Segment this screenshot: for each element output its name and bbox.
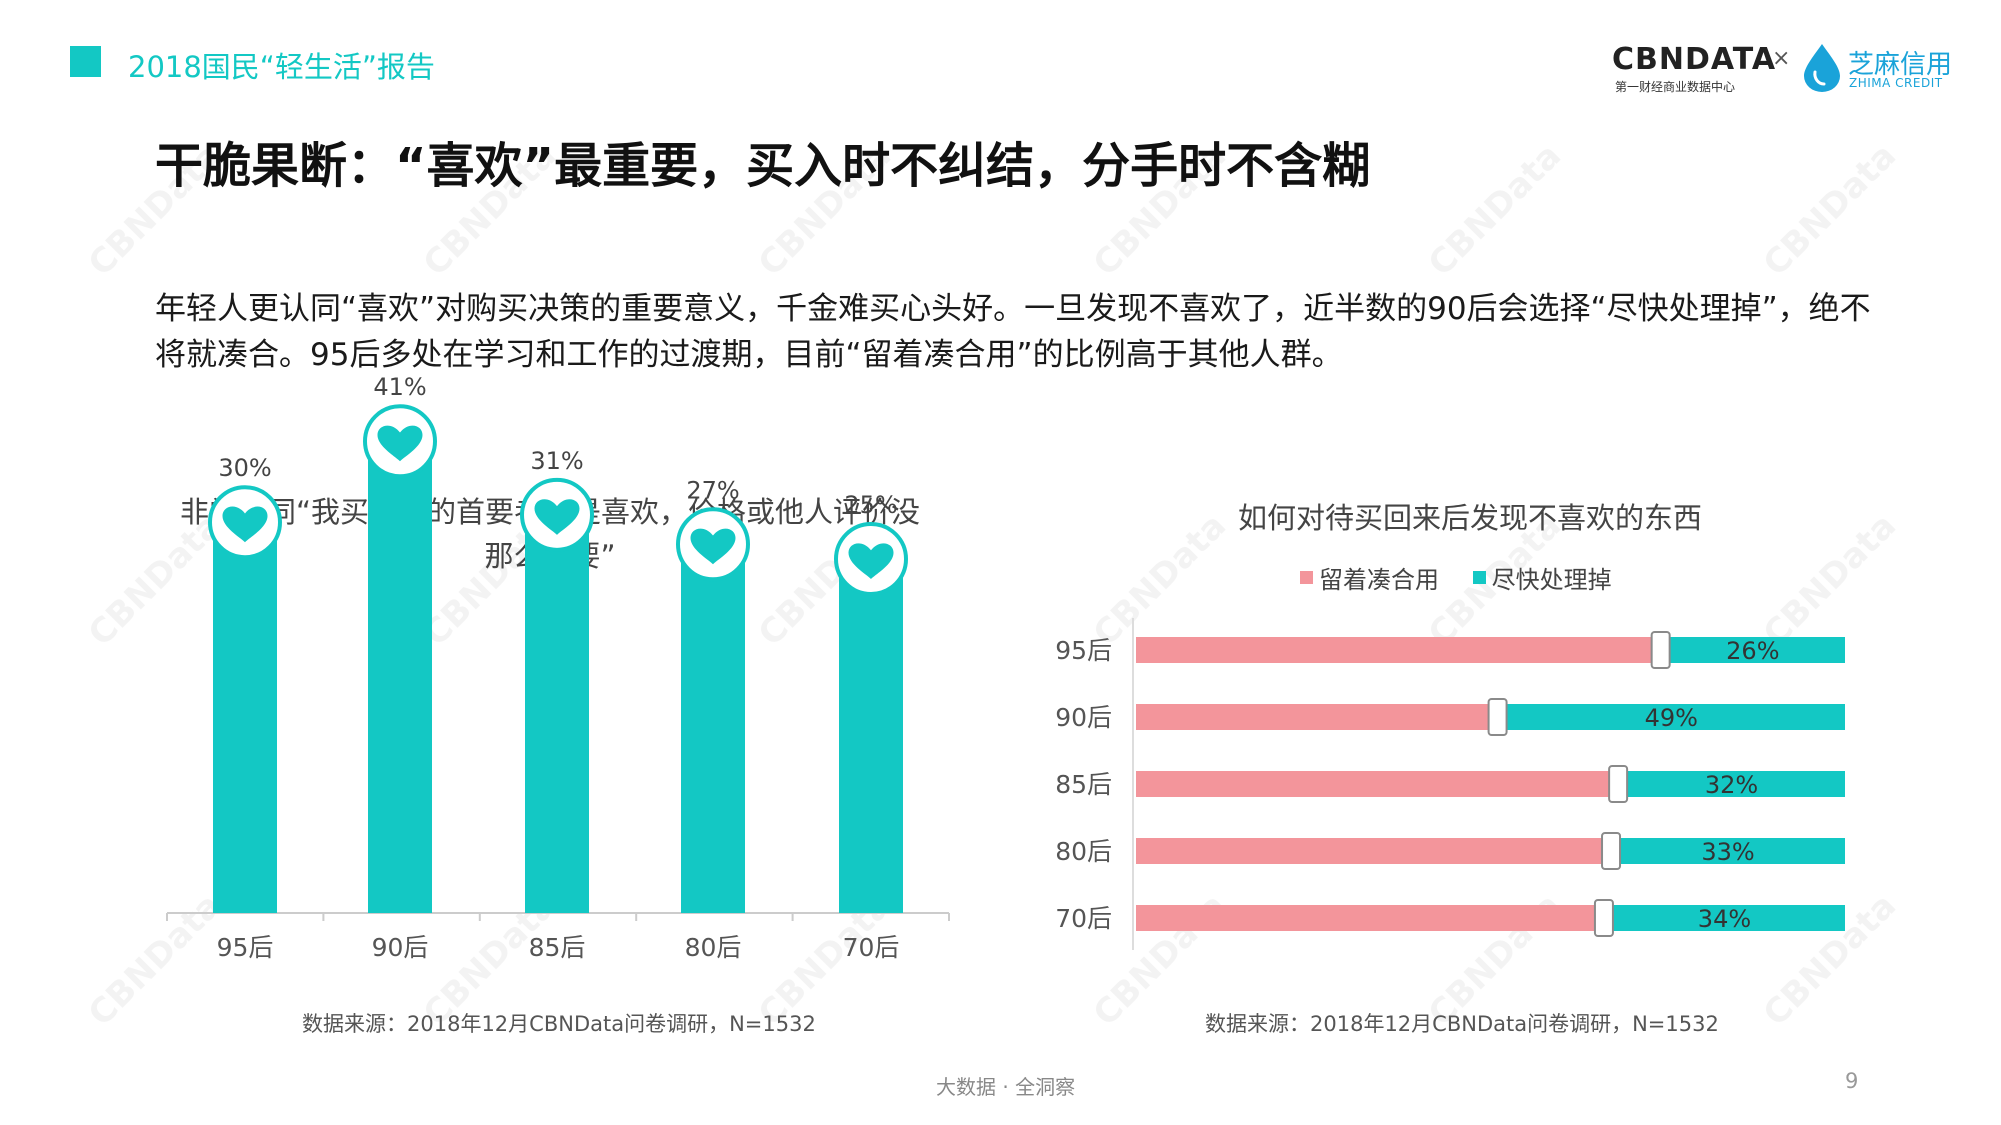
x-tick-label: 85后	[529, 933, 586, 962]
legend-swatch-dispose	[1472, 571, 1486, 584]
heart-icon	[377, 425, 423, 462]
x-tick-label: 95后	[217, 933, 274, 962]
bar-segment-keep	[1136, 838, 1612, 864]
right-chart-title: 如何对待买回来后发现不喜欢的东西	[1237, 501, 1702, 535]
y-tick-label: 70后	[1055, 904, 1112, 933]
bar-value-label: 26%	[1726, 637, 1779, 665]
bar-value-label: 25%	[844, 491, 897, 519]
bar	[213, 522, 277, 913]
bar-segment-dispose	[1611, 838, 1845, 864]
heart-icon	[534, 499, 580, 535]
cbndata-logo: CBNDATA	[1612, 42, 1777, 77]
report-title: 2018国民“轻生活”报告	[128, 50, 435, 84]
y-tick-label: 90后	[1055, 703, 1112, 732]
stacked-row: 95后 26%	[1055, 631, 1845, 669]
bar-value-label: 34%	[1698, 905, 1751, 933]
legend-item-keep: 留着凑合用	[1300, 560, 1439, 595]
bar-value-label: 27%	[686, 476, 739, 504]
bar-segment-dispose	[1603, 905, 1845, 931]
left-chart-source: 数据来源：2018年12月CBNData问卷调研，N=1532	[302, 1012, 816, 1036]
zhima-logo-subtitle: ZHIMA CREDIT	[1849, 76, 1943, 90]
bar-value-label: 33%	[1701, 838, 1754, 866]
left-bar-chart: 30% 95后 41% 90后 31% 85后 27% 80后 25% 70后	[166, 373, 950, 962]
logo-separator: ×	[1772, 46, 1791, 71]
header-accent-square	[70, 46, 101, 77]
bar-segment-dispose	[1660, 637, 1845, 663]
bar-segment-dispose	[1618, 771, 1845, 797]
bar-segment-keep	[1136, 704, 1498, 730]
bar	[839, 559, 903, 913]
heart-icon	[690, 528, 736, 565]
cbndata-logo-subtitle: 第一财经商业数据中心	[1615, 80, 1736, 94]
x-tick-label: 90后	[372, 933, 429, 962]
bar-segment-keep	[1136, 771, 1619, 797]
page-title: 干脆果断：“喜欢”最重要，买入时不纠结，分手时不含糊	[155, 138, 1371, 194]
split-handle	[1650, 631, 1671, 669]
bar-value-label: 32%	[1705, 771, 1758, 799]
right-stacked-bar-chart: 95后 26% 90后 49% 85后 32% 80后 33% 70后 34%	[1055, 618, 1845, 950]
heart-icon	[848, 543, 894, 579]
stacked-row: 90后 49%	[1055, 698, 1845, 736]
bar-segment-keep	[1136, 637, 1661, 663]
split-handle	[1593, 899, 1614, 937]
heart-icon	[222, 506, 268, 543]
bar-group: 25% 70后	[834, 491, 908, 962]
bar	[525, 514, 589, 913]
x-tick-label: 70后	[843, 933, 900, 962]
y-tick-label: 95后	[1055, 636, 1112, 665]
right-chart-source: 数据来源：2018年12月CBNData问卷调研，N=1532	[1205, 1012, 1719, 1036]
footer-slogan: 大数据 · 全洞察	[936, 1075, 1076, 1099]
bar-value-label: 31%	[530, 447, 583, 475]
zhima-drop-icon	[1804, 44, 1840, 92]
split-handle	[1601, 832, 1622, 870]
split-handle	[1487, 698, 1508, 736]
x-tick-label: 80后	[685, 933, 742, 962]
bar-group: 41% 90后	[363, 373, 437, 962]
bar	[681, 544, 745, 913]
bar-value-label: 49%	[1645, 704, 1698, 732]
y-tick-label: 85后	[1055, 770, 1112, 799]
bar-group: 31% 85后	[520, 447, 594, 962]
legend-swatch-keep	[1300, 571, 1313, 584]
page-number: 9	[1845, 1069, 1859, 1093]
y-tick-label: 80后	[1055, 837, 1112, 866]
zhima-logo: 芝麻信用	[1848, 50, 1953, 80]
legend-item-dispose: 尽快处理掉	[1472, 560, 1612, 595]
split-handle	[1608, 765, 1629, 803]
bar-value-label: 41%	[373, 373, 426, 401]
stacked-row: 85后 32%	[1055, 765, 1845, 803]
bar-group: 30% 95后	[208, 454, 282, 962]
bar-segment-dispose	[1497, 704, 1845, 730]
legend-label-keep: 留着凑合用	[1319, 566, 1439, 594]
stacked-row: 80后 33%	[1055, 832, 1845, 870]
bar-segment-keep	[1136, 905, 1604, 931]
intro-paragraph: 年轻人更认同“喜欢”对购买决策的重要意义，千金难买心头好。一旦发现不喜欢了，近半…	[155, 291, 1871, 373]
legend-label-dispose: 尽快处理掉	[1491, 566, 1612, 594]
stacked-row: 70后 34%	[1055, 899, 1845, 937]
right-chart-legend: 留着凑合用 尽快处理掉	[1300, 560, 1638, 595]
bar	[368, 441, 432, 913]
bar-group: 27% 80后	[676, 476, 750, 962]
bar-value-label: 30%	[218, 454, 271, 482]
